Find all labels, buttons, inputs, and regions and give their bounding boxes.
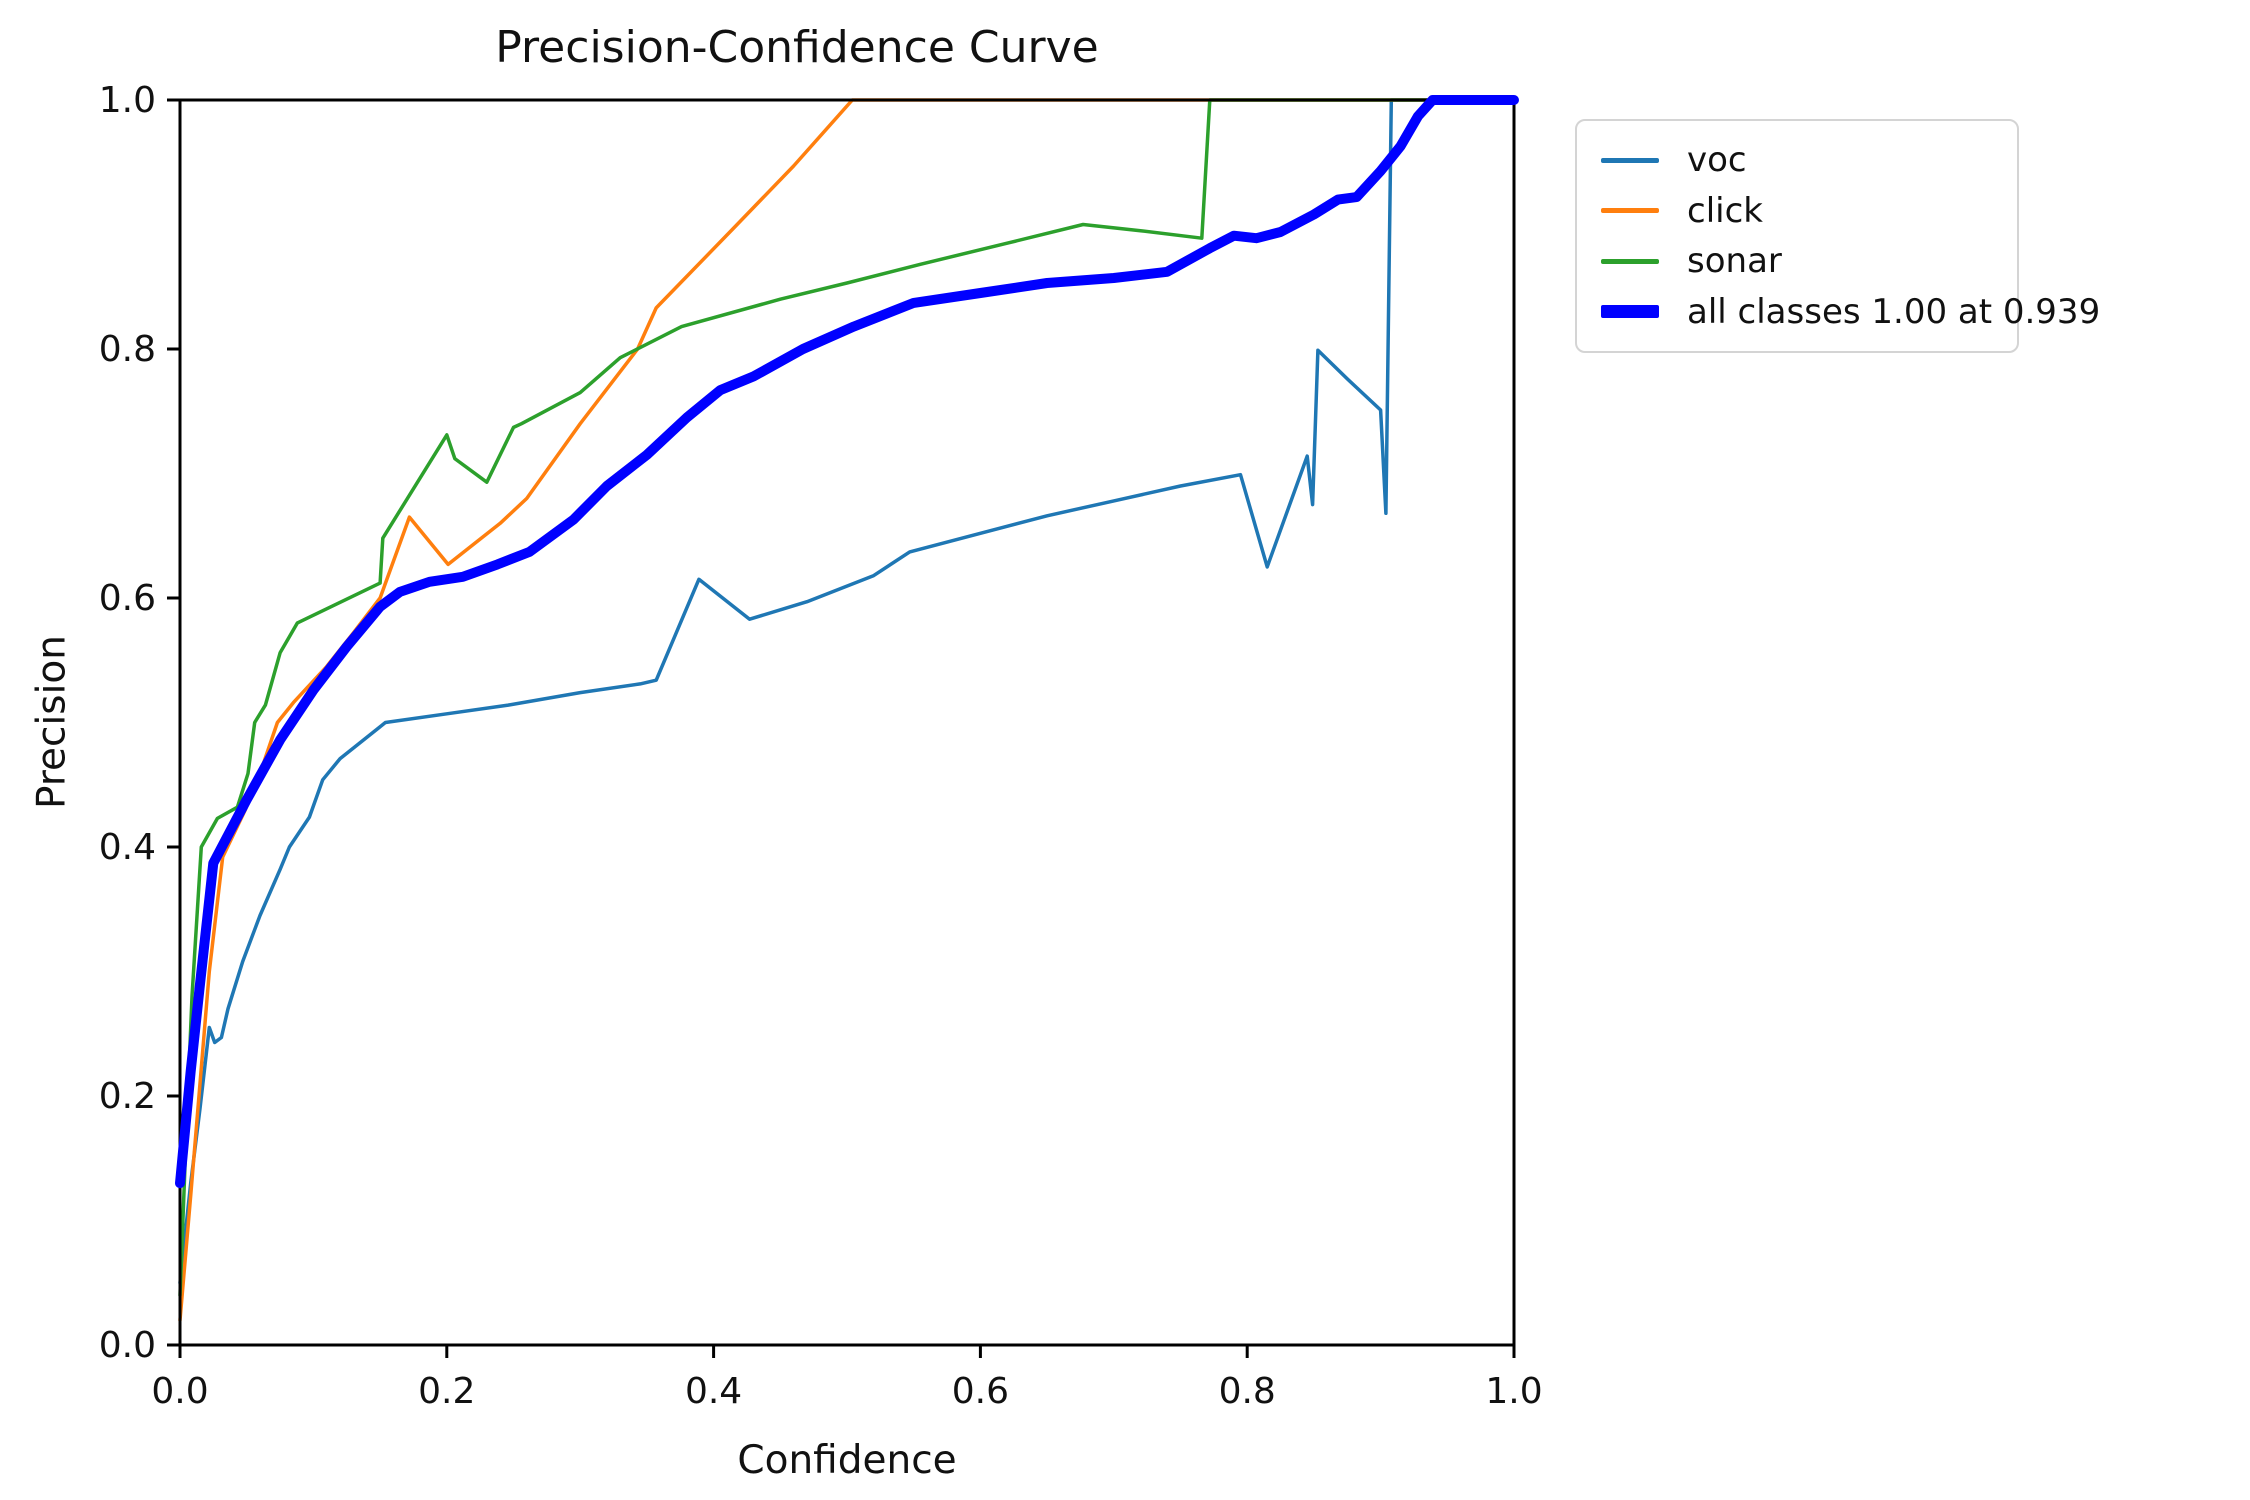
legend-entry-all: all classes 1.00 at 0.939 bbox=[1601, 292, 2100, 332]
y-axis-label: Precision bbox=[29, 634, 75, 810]
y-tick-label: 0.4 bbox=[99, 827, 156, 868]
y-tick-label: 0.2 bbox=[99, 1076, 156, 1117]
legend-label: all classes 1.00 at 0.939 bbox=[1687, 291, 2101, 332]
chart-title: Precision-Confidence Curve bbox=[495, 22, 1099, 73]
legend-entry-voc: voc bbox=[1601, 140, 1993, 180]
y-tick-label: 0.0 bbox=[99, 1325, 156, 1366]
x-tick-label: 0.4 bbox=[685, 1371, 742, 1412]
x-tick-label: 0.6 bbox=[952, 1371, 1009, 1412]
axes-spines bbox=[178, 98, 1516, 1347]
x-tick-label: 0.2 bbox=[418, 1371, 475, 1412]
y-tick-label: 0.6 bbox=[99, 578, 156, 619]
y-tick-label: 0.8 bbox=[99, 329, 156, 370]
legend-label: voc bbox=[1687, 140, 1747, 181]
series-line-sonar bbox=[178, 98, 1516, 1297]
x-axis-label: Confidence bbox=[737, 1438, 957, 1483]
plot-background bbox=[180, 100, 1514, 1345]
legend-label: sonar bbox=[1687, 241, 1782, 282]
legend-line-sample bbox=[1601, 305, 1659, 319]
legend-line-sample bbox=[1601, 258, 1659, 264]
legend-entry-sonar: sonar bbox=[1601, 241, 1993, 281]
legend-label: click bbox=[1687, 190, 1763, 231]
series-line-all bbox=[175, 95, 1519, 1189]
series-line-voc bbox=[178, 98, 1516, 1285]
legend-line-sample bbox=[1601, 208, 1659, 214]
y-tick-label: 1.0 bbox=[99, 80, 156, 121]
legend: voc click sonar all classes 1.00 at 0.939 bbox=[1575, 119, 2100, 353]
series-line-click bbox=[178, 98, 1516, 1322]
legend-line-sample bbox=[1601, 157, 1659, 163]
legend-entry-click: click bbox=[1601, 191, 1993, 231]
x-tick-label: 0.8 bbox=[1219, 1371, 1276, 1412]
x-tick-label: 1.0 bbox=[1485, 1371, 1542, 1412]
x-tick-label: 0.0 bbox=[151, 1371, 208, 1412]
